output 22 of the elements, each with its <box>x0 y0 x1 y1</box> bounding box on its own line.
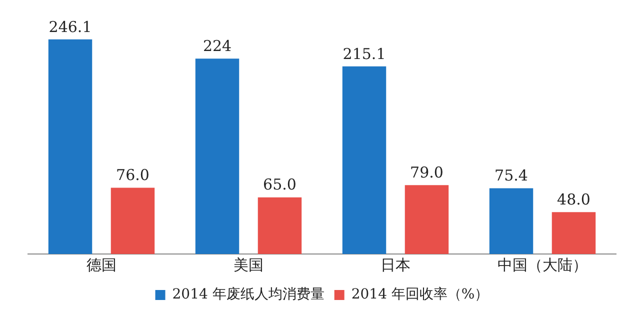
bar <box>258 197 302 254</box>
data-label: 65.0 <box>263 176 296 194</box>
bar <box>342 66 386 254</box>
bar <box>110 188 155 254</box>
data-label: 48.0 <box>557 190 590 209</box>
x-tick-label: 日本 <box>380 256 410 274</box>
data-label: 79.0 <box>410 164 444 182</box>
x-tick-label: 中国（大陆） <box>498 256 588 274</box>
data-label: 76.0 <box>116 166 150 184</box>
legend-label: 2014 年废纸人均消费量 <box>172 286 324 303</box>
legend-label: 2014 年回收率（%） <box>351 286 489 303</box>
bar <box>48 39 92 254</box>
x-tick-label: 德国 <box>86 256 116 274</box>
data-label: 215.1 <box>342 44 386 63</box>
data-label: 224 <box>202 37 232 56</box>
bar <box>404 185 449 254</box>
bar <box>195 58 240 254</box>
bar <box>552 212 596 254</box>
x-tick-label: 美国 <box>234 256 264 274</box>
data-label: 75.4 <box>494 166 528 185</box>
data-label: 246.1 <box>48 18 92 36</box>
bar <box>489 188 534 254</box>
